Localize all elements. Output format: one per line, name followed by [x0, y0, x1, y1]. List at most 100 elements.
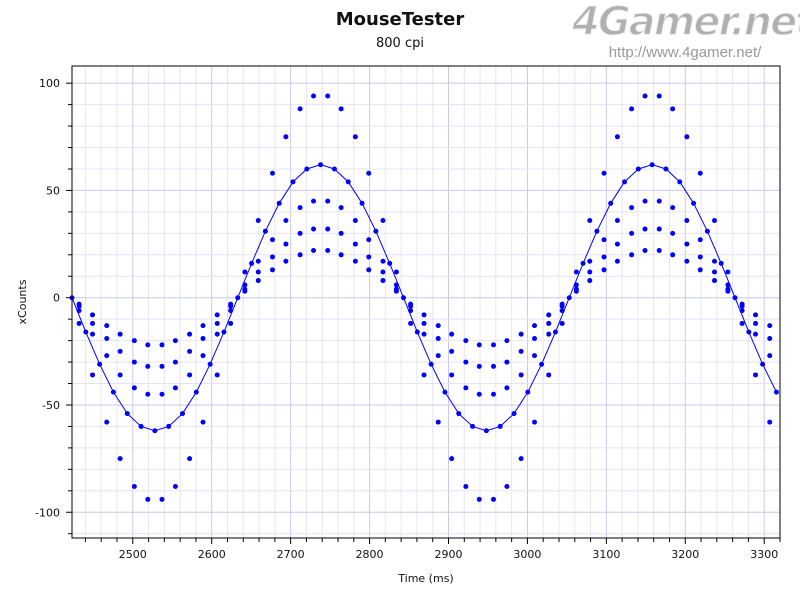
- scatter-point-level-32: [670, 230, 676, 236]
- line-point: [124, 411, 130, 417]
- line-point: [594, 228, 600, 234]
- scatter-point-level-45: [587, 258, 593, 264]
- scatter-point-level-95: [214, 372, 220, 378]
- line-point: [470, 423, 476, 429]
- scatter-point-level-95: [172, 484, 178, 490]
- scatter-point-level-32: [532, 335, 538, 341]
- scatter-point-level-95: [352, 134, 358, 140]
- scatter-point-level-32: [476, 363, 482, 369]
- scatter-point-level-22: [476, 342, 482, 348]
- scatter-point-level-32: [642, 226, 648, 232]
- scatter-point-level-32: [463, 359, 469, 365]
- scatter-point-level-45: [325, 198, 331, 204]
- scatter-point-level-22: [117, 331, 123, 337]
- scatter-point-level-22: [435, 323, 441, 329]
- scatter-point-level-45: [476, 391, 482, 397]
- scatter-point-level-95: [697, 170, 703, 176]
- scatter-point-level-95: [684, 134, 690, 140]
- scatter-point-level-95: [490, 496, 496, 502]
- scatter-point-level-32: [325, 226, 331, 232]
- scatter-point-level-45: [518, 372, 524, 378]
- line-point: [456, 411, 462, 417]
- scatter-point-level-45: [255, 258, 261, 264]
- scatter-point-level-22: [711, 278, 717, 284]
- y-tick-label: -100: [35, 506, 60, 519]
- line-point: [193, 389, 199, 395]
- line-point: [276, 200, 282, 206]
- scatter-point-level-95: [559, 320, 565, 326]
- scatter-point-level-95: [200, 419, 206, 425]
- scatter-point-level-32: [242, 286, 248, 292]
- scatter-point-level-95: [642, 93, 648, 99]
- line-point: [345, 179, 351, 185]
- line-point: [414, 329, 420, 335]
- line-point: [539, 361, 545, 367]
- line-point: [497, 423, 503, 429]
- scatter-point-level-95: [131, 484, 137, 490]
- scatter-point-level-32: [311, 226, 317, 232]
- watermark-logo: 4Gamer.net: [571, 0, 800, 45]
- scatter-point-level-95: [614, 134, 620, 140]
- scatter-point-level-95: [601, 170, 607, 176]
- scatter-point-level-95: [449, 456, 455, 462]
- line-point: [608, 200, 614, 206]
- line-point: [566, 295, 572, 301]
- scatter-point-level-22: [642, 248, 648, 254]
- scatter-point-level-45: [684, 217, 690, 223]
- scatter-point-level-45: [490, 391, 496, 397]
- scatter-point-level-32: [366, 254, 372, 260]
- data-marks: [69, 93, 779, 502]
- scatter-point-level-22: [490, 342, 496, 348]
- scatter-point-level-32: [546, 320, 552, 326]
- line-point: [221, 329, 227, 335]
- line-point: [525, 389, 531, 395]
- scatter-point-level-95: [228, 320, 234, 326]
- x-tick-label: 3200: [671, 548, 699, 561]
- scatter-point-level-45: [670, 205, 676, 211]
- scatter-point-level-45: [145, 391, 151, 397]
- scatter-point-level-32: [559, 303, 565, 309]
- chart-title: MouseTester: [335, 9, 465, 30]
- scatter-point-level-95: [725, 269, 731, 275]
- scatter-point-level-45: [463, 385, 469, 391]
- scatter-point-level-45: [76, 308, 82, 314]
- scatter-point-level-45: [200, 353, 206, 359]
- scatter-point-level-32: [711, 269, 717, 275]
- line-point: [511, 411, 517, 417]
- line-point: [760, 361, 766, 367]
- scatter-point-level-22: [587, 278, 593, 284]
- scatter-point-level-95: [297, 106, 303, 112]
- scatter-point-level-22: [104, 323, 110, 329]
- scatter-point-level-45: [532, 353, 538, 359]
- scatter-point-level-32: [725, 286, 731, 292]
- scatter-point-level-32: [200, 335, 206, 341]
- scatter-point-level-95: [739, 320, 745, 326]
- scatter-point-level-45: [656, 198, 662, 204]
- scatter-point-level-45: [269, 237, 275, 243]
- scatter-point-level-95: [366, 170, 372, 176]
- scatter-point-level-32: [614, 241, 620, 247]
- scatter-point-level-22: [518, 331, 524, 337]
- scatter-point-level-45: [449, 372, 455, 378]
- scatter-point-level-95: [476, 496, 482, 502]
- scatter-point-level-45: [711, 258, 717, 264]
- scatter-point-level-22: [670, 252, 676, 258]
- scatter-point-level-22: [614, 258, 620, 264]
- line-point: [622, 179, 628, 185]
- scatter-point-level-22: [601, 267, 607, 273]
- scatter-point-level-45: [697, 237, 703, 243]
- scatter-point-level-22: [172, 338, 178, 344]
- scatter-point-level-95: [104, 419, 110, 425]
- scatter-point-level-95: [421, 372, 427, 378]
- scatter-point-level-32: [518, 348, 524, 354]
- scatter-point-level-95: [242, 269, 248, 275]
- line-point: [97, 361, 103, 367]
- scatter-point-level-32: [380, 269, 386, 275]
- scatter-point-level-95: [269, 170, 275, 176]
- scatter-point-level-95: [380, 217, 386, 223]
- scatter-point-level-45: [393, 282, 399, 288]
- scatter-point-level-95: [393, 269, 399, 275]
- plot-frame: [71, 65, 781, 539]
- scatter-point-level-45: [159, 391, 165, 397]
- scatter-point-level-45: [559, 308, 565, 314]
